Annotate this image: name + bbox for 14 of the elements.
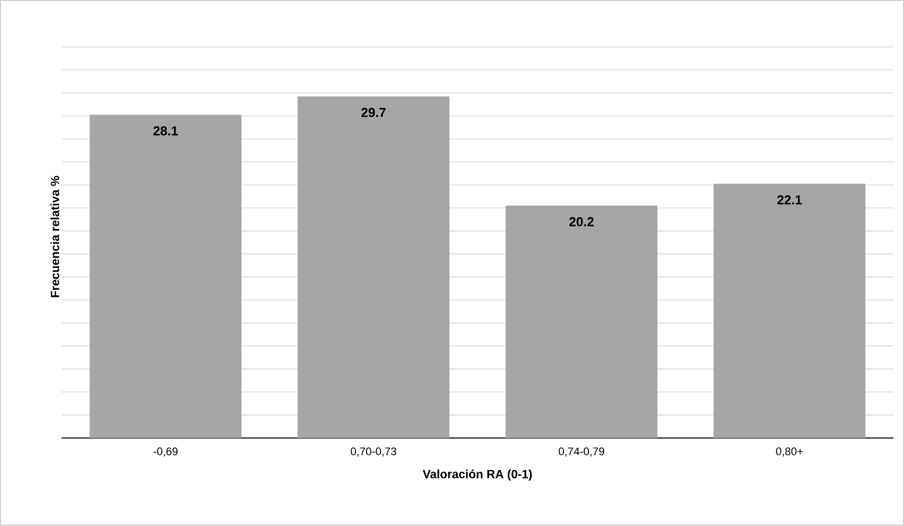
- data-label: 28.1: [153, 126, 178, 136]
- x-tick-label: 0,74-0,79: [558, 448, 604, 457]
- bar: [90, 114, 242, 438]
- y-axis-title: Frecuencia relativa %: [50, 176, 60, 298]
- bar: [506, 206, 658, 438]
- x-axis-title: Valoración RA (0-1): [422, 470, 532, 481]
- data-label: 29.7: [361, 108, 386, 118]
- bar: [298, 96, 450, 438]
- x-tick-label: 0,80+: [776, 448, 803, 457]
- data-label: 20.2: [569, 217, 594, 227]
- data-label: 22.1: [777, 196, 802, 205]
- bar: [714, 184, 866, 438]
- x-tick-label: -0,69: [154, 448, 178, 457]
- x-tick-label: 0,70-0,73: [350, 448, 396, 457]
